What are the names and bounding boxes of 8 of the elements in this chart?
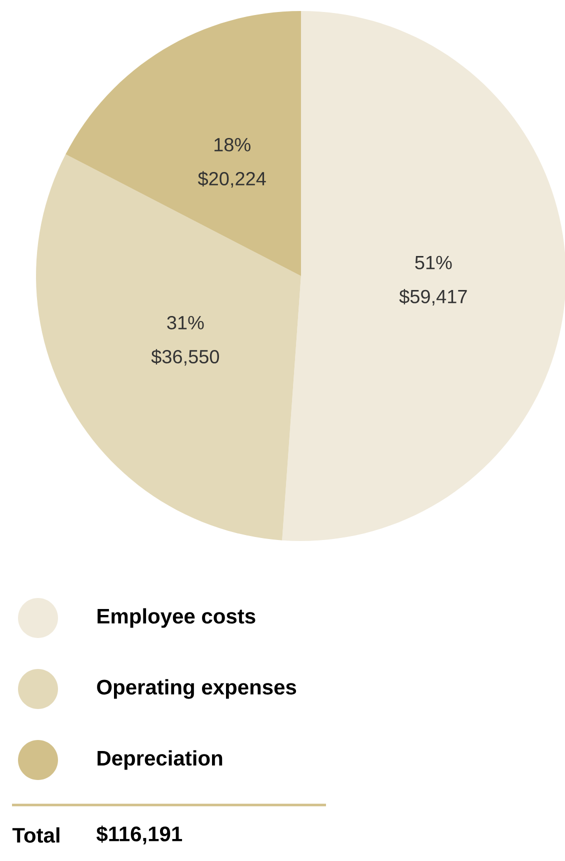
data-label: 31% $36,550 [151,316,220,366]
text: $116,191 [96,826,182,844]
legend-label: Operating expenses [97,679,296,699]
text: Total [12,827,60,843]
legend-label: Employee costs [98,608,256,628]
legend-label: Depreciation [98,750,222,770]
data-label: 51% $59,417 [399,256,467,306]
data-label: 18% $20,224 [198,138,266,188]
